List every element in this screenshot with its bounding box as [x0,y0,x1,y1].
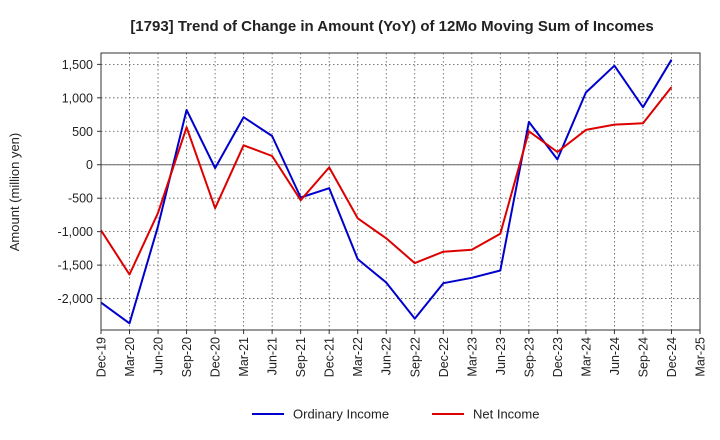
y-tick-label: 1,000 [62,91,93,105]
y-axis-label: Amount (million yen) [7,133,22,252]
y-tick-label: 0 [86,158,93,172]
x-tick-label: Mar-21 [237,337,251,377]
x-tick-label: Sep-22 [408,337,422,377]
x-tick-label: Dec-24 [665,337,679,377]
x-tick-label: Mar-24 [579,337,593,377]
series-line-ordinary-income [100,59,673,325]
y-axis-ticks: 1,500 1,000 500 0 -500 -1,000 -1,500 -2,000 [58,58,101,306]
x-tick-label: Jun-21 [266,337,280,375]
x-tick-label: Dec-23 [551,337,565,377]
x-tick-label: Mar-22 [351,337,365,377]
legend-label: Ordinary Income [293,407,389,422]
x-tick-label: Dec-20 [209,337,223,377]
x-tick-label: Jun-20 [152,337,166,375]
y-tick-label: -1,000 [58,225,93,239]
y-tick-label: 500 [72,125,93,139]
x-tick-label: Sep-23 [522,337,536,377]
y-tick-label: -500 [68,192,93,206]
plot-frame [100,52,701,331]
legend: Ordinary Income Net Income [252,407,539,422]
y-tick-label: -1,500 [58,259,93,273]
x-tick-label: Sep-21 [294,337,308,377]
y-tick-label: -2,000 [58,292,93,306]
x-tick-label: Dec-19 [95,337,109,377]
x-tick-label: Jun-23 [494,337,508,375]
x-axis-ticks: Dec-19 Mar-20 Jun-20 Sep-20 Dec-20 Mar-21 Jun-… [95,330,708,377]
x-tick-label: Sep-20 [180,337,194,377]
grid-lines [100,53,701,330]
x-tick-label: Mar-20 [123,337,137,377]
chart-title: [1793] Trend of Change in Amount (YoY) o… [130,18,653,35]
legend-label: Net Income [473,407,539,422]
x-tick-label: Mar-23 [465,337,479,377]
x-tick-label: Jun-22 [380,337,394,375]
x-tick-label: Sep-24 [636,337,650,377]
y-tick-label: 1,500 [62,58,93,72]
x-tick-label: Dec-21 [323,337,337,377]
series-layer [100,59,673,325]
series-line-net-income [100,86,673,276]
x-tick-label: Jun-24 [608,337,622,375]
x-tick-label: Dec-22 [437,337,451,377]
x-tick-label: Mar-25 [694,337,708,377]
